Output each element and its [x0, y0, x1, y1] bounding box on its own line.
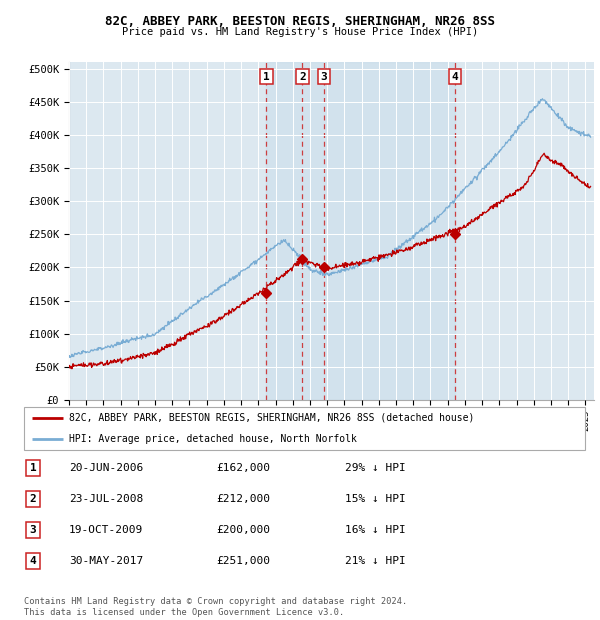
- Text: Contains HM Land Registry data © Crown copyright and database right 2024.
This d: Contains HM Land Registry data © Crown c…: [24, 598, 407, 617]
- Text: 20-JUN-2006: 20-JUN-2006: [69, 463, 143, 473]
- Text: 21% ↓ HPI: 21% ↓ HPI: [345, 556, 406, 566]
- Text: 15% ↓ HPI: 15% ↓ HPI: [345, 494, 406, 504]
- Text: 30-MAY-2017: 30-MAY-2017: [69, 556, 143, 566]
- Text: 4: 4: [29, 556, 37, 566]
- Text: 19-OCT-2009: 19-OCT-2009: [69, 525, 143, 535]
- Text: 16% ↓ HPI: 16% ↓ HPI: [345, 525, 406, 535]
- Text: £251,000: £251,000: [216, 556, 270, 566]
- Bar: [266, 62, 455, 400]
- Text: £162,000: £162,000: [216, 463, 270, 473]
- Text: HPI: Average price, detached house, North Norfolk: HPI: Average price, detached house, Nort…: [69, 434, 357, 444]
- Text: 82C, ABBEY PARK, BEESTON REGIS, SHERINGHAM, NR26 8SS: 82C, ABBEY PARK, BEESTON REGIS, SHERINGH…: [105, 16, 495, 28]
- Text: 3: 3: [320, 71, 327, 82]
- Text: £200,000: £200,000: [216, 525, 270, 535]
- Text: 1: 1: [263, 71, 270, 82]
- Text: 3: 3: [29, 525, 37, 535]
- FancyBboxPatch shape: [24, 407, 585, 450]
- Text: 2: 2: [299, 71, 306, 82]
- Text: Price paid vs. HM Land Registry's House Price Index (HPI): Price paid vs. HM Land Registry's House …: [122, 27, 478, 37]
- Text: 82C, ABBEY PARK, BEESTON REGIS, SHERINGHAM, NR26 8SS (detached house): 82C, ABBEY PARK, BEESTON REGIS, SHERINGH…: [69, 413, 474, 423]
- Text: 29% ↓ HPI: 29% ↓ HPI: [345, 463, 406, 473]
- Text: 23-JUL-2008: 23-JUL-2008: [69, 494, 143, 504]
- Text: £212,000: £212,000: [216, 494, 270, 504]
- Text: 2: 2: [29, 494, 37, 504]
- Text: 1: 1: [29, 463, 37, 473]
- Text: 4: 4: [451, 71, 458, 82]
